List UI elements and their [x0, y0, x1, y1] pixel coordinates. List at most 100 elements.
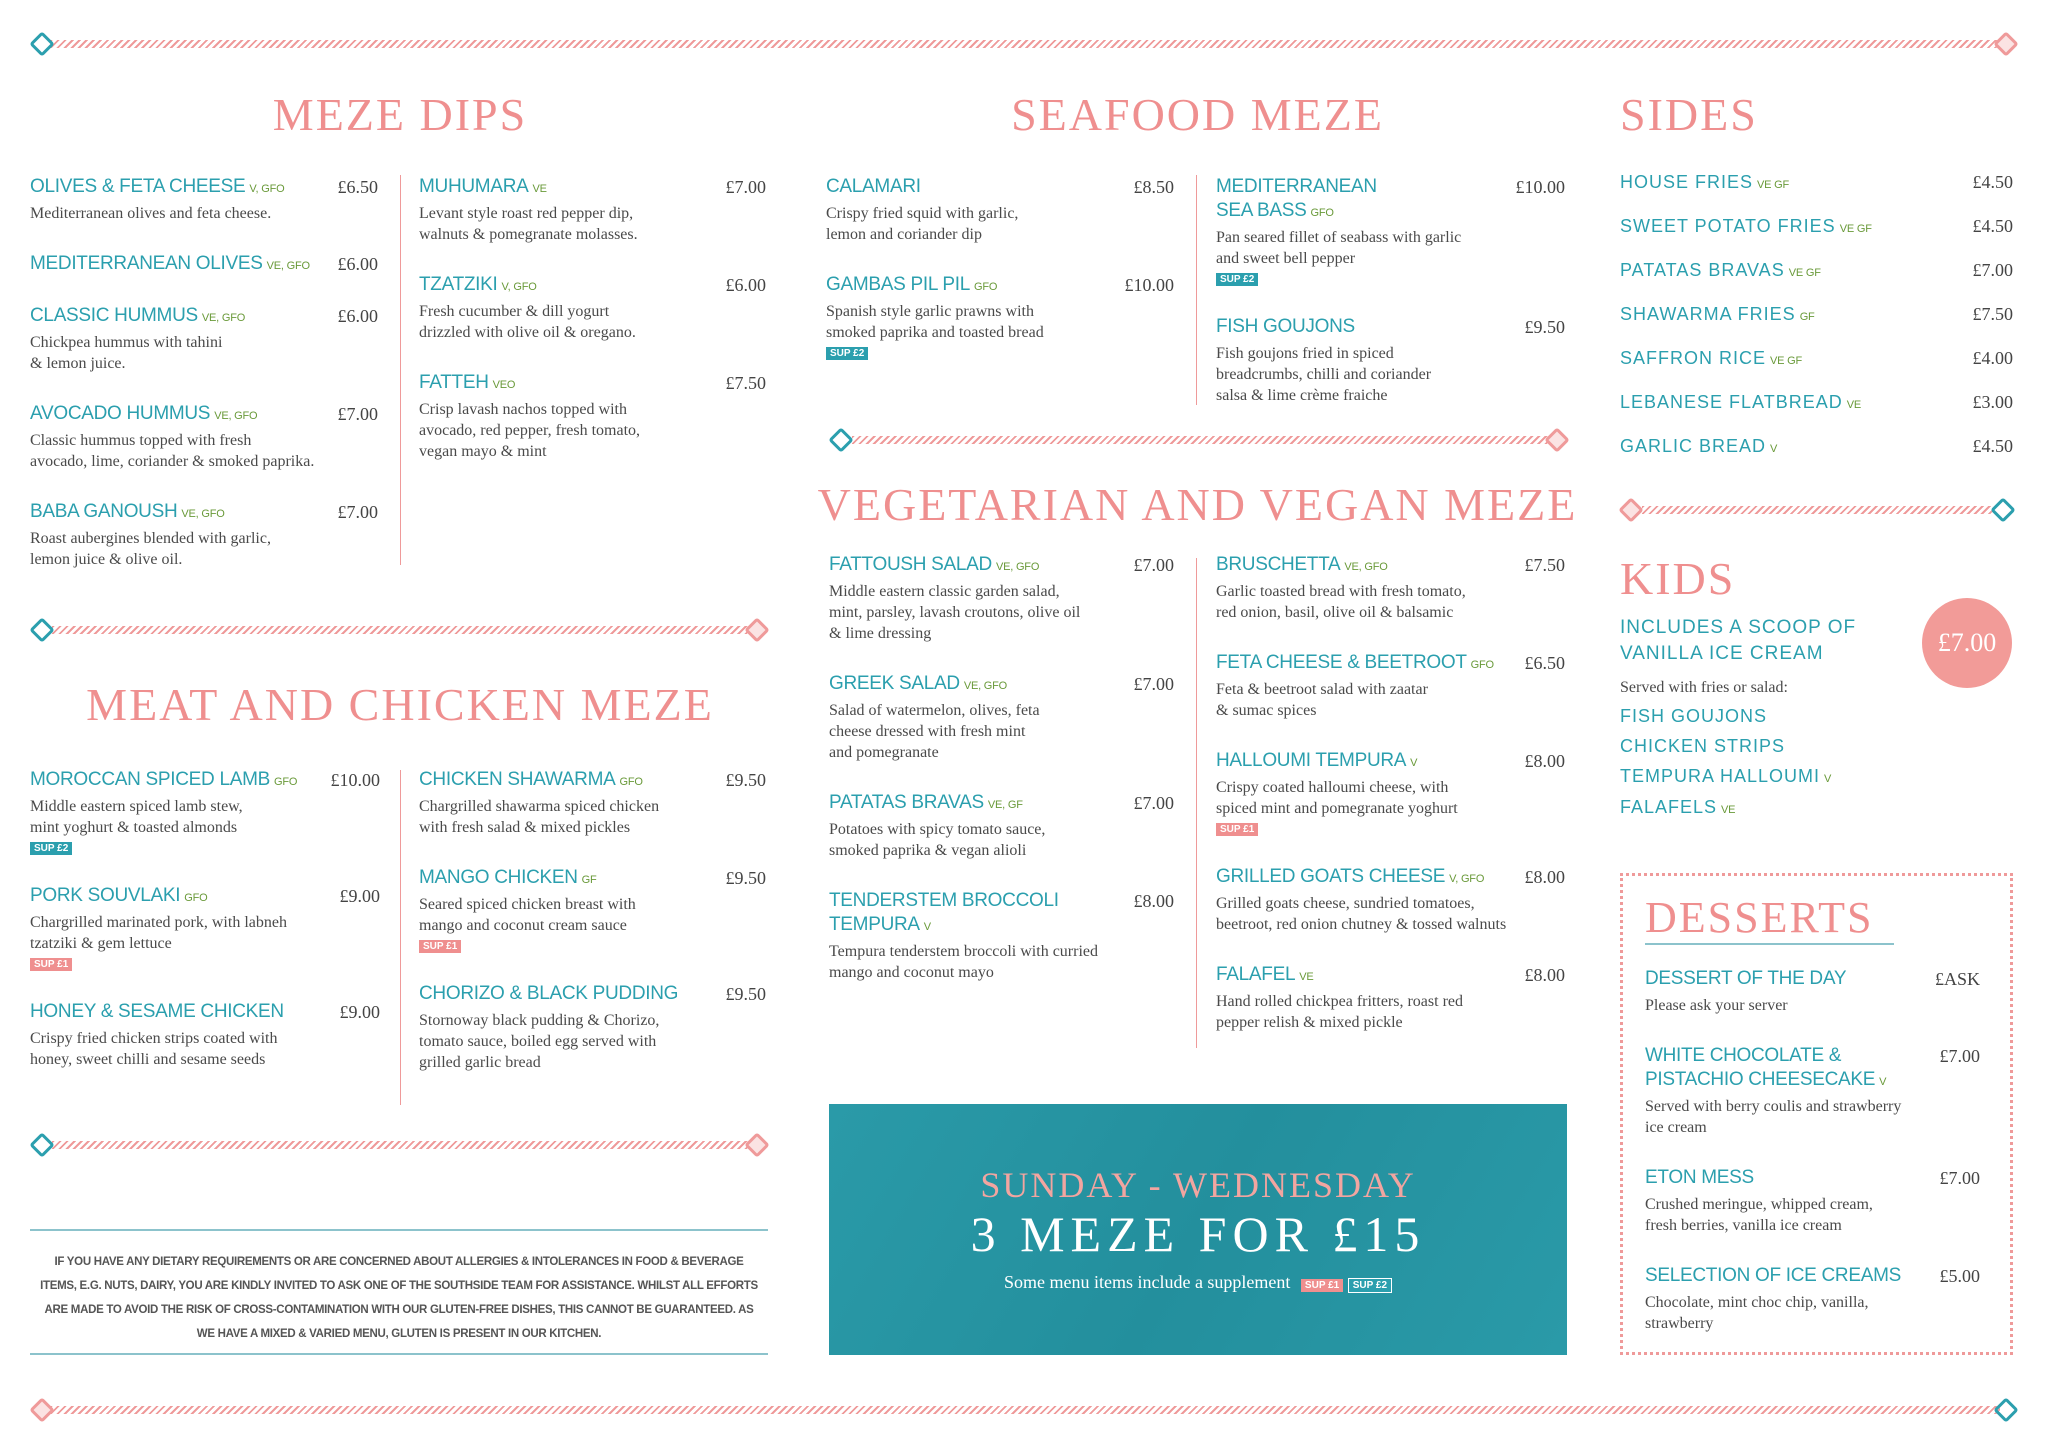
menu-item: TENDERSTEM BROCCOLI TEMPURA V £8.00 Tempura… — [829, 889, 1174, 983]
item-title: BABA GANOUSH VE, GFO — [30, 500, 225, 524]
column-divider — [1196, 558, 1197, 1048]
menu-item: BABA GANOUSH VE, GFO £7.00 Roast aubergines… — [30, 500, 378, 570]
menu-item: GARLIC BREAD V £4.50 — [1620, 434, 2013, 458]
top-border — [50, 40, 2000, 48]
divider — [30, 1353, 768, 1355]
meat-right: CHICKEN SHAWARMA GFO £9.50 Chargrilled shaw… — [419, 768, 766, 1101]
kids-item: CHICKEN STRIPS — [1620, 733, 2013, 763]
sup-badge: SUP £2 — [826, 347, 869, 360]
kids-section: INCLUDES A SCOOP OF VANILLA ICE CREAM Se… — [1620, 615, 2013, 825]
item-header: SHAWARMA FRIES GF £7.50 — [1620, 302, 2013, 326]
kids-item-name: CHICKEN STRIPS — [1620, 736, 1786, 756]
item-description: Crispy fried squid with garlic, lemon an… — [826, 205, 1019, 243]
dietary-tags: GF — [581, 874, 597, 886]
item-price: £9.00 — [339, 1002, 381, 1022]
item-price: £7.00 — [1939, 1046, 1981, 1066]
dietary-tags: VE, GFO — [266, 260, 310, 272]
item-header: BABA GANOUSH VE, GFO £7.00 — [30, 500, 378, 524]
menu-item: TZATZIKI V, GFO £6.00 Fresh cucumber & dill… — [419, 273, 766, 343]
dietary-tags: V, GFO — [1449, 873, 1485, 885]
ornament-icon — [29, 31, 55, 57]
item-name: GARLIC BREAD — [1620, 436, 1767, 456]
menu-item: PATATAS BRAVAS VE, GF £7.00 Potatoes with s… — [829, 791, 1174, 861]
item-name: MANGO CHICKEN — [419, 867, 578, 888]
item-header: HALLOUMI TEMPURA V £8.00 — [1216, 749, 1565, 773]
kids-includes: INCLUDES A SCOOP OF VANILLA ICE CREAM — [1620, 617, 1857, 664]
item-header: PORK SOUVLAKI GFO £9.00 — [30, 884, 380, 908]
item-name: GREEK SALAD — [829, 673, 960, 694]
kids-price-badge: £7.00 — [1922, 598, 2012, 688]
item-price: £4.50 — [1972, 216, 2014, 236]
item-header: MANGO CHICKEN GF £9.50 — [419, 866, 766, 890]
item-price: £9.00 — [339, 886, 381, 906]
item-name: BABA GANOUSH — [30, 501, 178, 522]
item-title: CLASSIC HUMMUS VE, GFO — [30, 304, 245, 328]
item-price: £7.00 — [337, 502, 379, 522]
item-description: Chickpea hummus with tahini & lemon juic… — [30, 334, 223, 372]
item-title: LEBANESE FLATBREAD VE — [1620, 390, 1861, 414]
item-price: £9.50 — [725, 984, 767, 1004]
item-title: CHICKEN SHAWARMA GFO — [419, 768, 643, 792]
item-description: Please ask your server — [1645, 997, 1788, 1014]
item-name: FATTEH — [419, 372, 489, 393]
item-title: GREEK SALAD VE, GFO — [829, 672, 1007, 696]
menu-item: GRILLED GOATS CHEESE V, GFO £8.00 Grilled g… — [1216, 865, 1565, 935]
dietary-tags: VE, GFO — [963, 680, 1008, 692]
kids-title: KIDS — [1620, 553, 1736, 604]
item-header: FISH GOUJONS £9.50 — [1216, 315, 1565, 339]
item-name: ETON MESS — [1645, 1167, 1754, 1188]
item-title: GRILLED GOATS CHEESE V, GFO — [1216, 865, 1484, 889]
item-price: £5.00 — [1939, 1266, 1981, 1286]
kids-item-name: FISH GOUJONS — [1620, 706, 1768, 726]
item-price: £7.00 — [725, 177, 767, 197]
item-description: Potatoes with spicy tomato sauce, smoked… — [829, 821, 1046, 859]
ornament-icon — [744, 1132, 770, 1158]
item-description: Feta & beetroot salad with zaatar & suma… — [1216, 681, 1428, 719]
item-name: PORK SOUVLAKI — [30, 885, 181, 906]
item-price: £7.50 — [1524, 555, 1566, 575]
item-name: TZATZIKI — [419, 274, 498, 295]
item-price: £7.00 — [337, 404, 379, 424]
seafood-left: CALAMARI £8.50 Crispy fried squid with gar… — [826, 175, 1174, 389]
dietary-tags: VE, GFO — [995, 561, 1040, 573]
item-header: OLIVES & FETA CHEESE V, GFO £6.50 — [30, 175, 378, 199]
desserts-list: DESSERT OF THE DAY £ASK Please ask your se… — [1645, 967, 1980, 1334]
dietary-tags: V — [1770, 443, 1778, 455]
dietary-tags: V — [1410, 757, 1418, 769]
item-price: £ASK — [1934, 969, 1980, 989]
menu-item: MUHUMARA VE £7.00 Levant style roast red pe… — [419, 175, 766, 245]
item-title: HONEY & SESAME CHICKEN — [30, 1000, 284, 1024]
item-title: FETA CHEESE & BEETROOT GFO — [1216, 651, 1494, 675]
item-price: £7.50 — [1972, 304, 2014, 324]
kids-item: FALAFELS VE — [1620, 794, 2013, 825]
item-description: Pan seared fillet of seabass with garlic… — [1216, 229, 1462, 267]
item-name: CALAMARI — [826, 176, 921, 197]
menu-item: HOUSE FRIES VE GF £4.50 — [1620, 170, 2013, 194]
item-price: £8.00 — [1524, 965, 1566, 985]
item-name: SWEET POTATO FRIES — [1620, 216, 1836, 236]
item-header: TENDERSTEM BROCCOLI TEMPURA V £8.00 — [829, 889, 1174, 937]
dietary-tags: GFO — [974, 281, 998, 293]
meze-dips-title: MEZE DIPS — [272, 89, 528, 140]
item-title: DESSERT OF THE DAY — [1645, 967, 1847, 991]
sup-badge: SUP £1 — [1300, 1279, 1344, 1292]
menu-item: SHAWARMA FRIES GF £7.50 — [1620, 302, 2013, 326]
item-title: MANGO CHICKEN GF — [419, 866, 597, 890]
ornament-icon — [1993, 1397, 2019, 1423]
menu-item: CLASSIC HUMMUS VE, GFO £6.00 Chickpea hummu… — [30, 304, 378, 374]
item-title: GARLIC BREAD V — [1620, 434, 1777, 458]
item-description: Tempura tenderstem broccoli with curried… — [829, 943, 1098, 981]
desserts-title: DESSERTS — [1645, 892, 1894, 945]
item-price: £4.50 — [1972, 172, 2014, 192]
item-price: £10.00 — [330, 770, 381, 790]
dietary-tags: GF — [1799, 311, 1815, 323]
dietary-tags: V — [1879, 1076, 1887, 1088]
sup-badge: SUP £2 — [1216, 273, 1259, 286]
kids-item: TEMPURA HALLOUMI V — [1620, 763, 2013, 794]
column-divider — [400, 770, 401, 1105]
dietary-tags: VE, GFO — [201, 312, 246, 324]
veg-title: VEGETARIAN AND VEGAN MEZE — [817, 479, 1578, 530]
promo-note: Some menu items include a supplement — [1003, 1272, 1291, 1292]
dietary-tags: VE — [1721, 804, 1736, 816]
item-title: FATTEH VEO — [419, 371, 515, 395]
